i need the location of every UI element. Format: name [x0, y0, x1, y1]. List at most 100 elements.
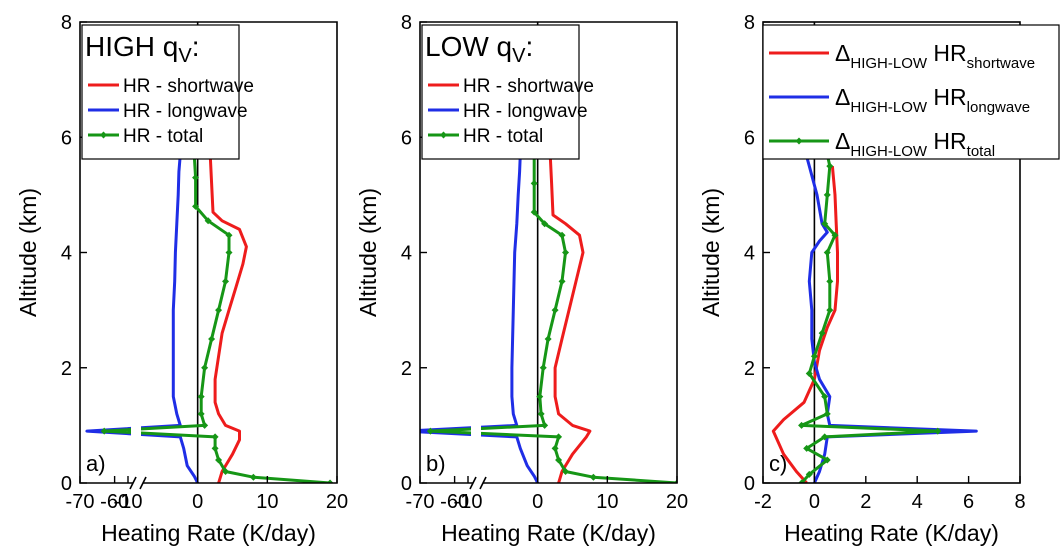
- series-group: [420, 151, 677, 483]
- data-point: [201, 364, 209, 372]
- plot-frame: [79, 21, 338, 484]
- data-point: [530, 179, 538, 187]
- x-axis-title: Heating Rate (K/day): [784, 520, 999, 546]
- series-line-total: [800, 142, 940, 483]
- x-tick-label: 2: [860, 491, 871, 513]
- data-point: [798, 479, 806, 483]
- axis-break-mark: [469, 476, 477, 490]
- panel-label: b): [426, 451, 446, 476]
- data-point: [823, 249, 831, 256]
- y-tick-label: 4: [61, 243, 72, 265]
- legend-delta: Δ: [835, 40, 850, 66]
- legend-sub-longwave: longwave: [967, 99, 1030, 116]
- legend-sub-high-low: HIGH-LOW: [850, 55, 928, 72]
- data-point: [555, 433, 563, 441]
- data-point: [589, 473, 597, 481]
- x-tick-label: -60: [100, 491, 129, 513]
- data-point: [225, 249, 233, 256]
- plot-frame: [419, 21, 678, 484]
- data-point: [201, 421, 209, 429]
- legend-sub-high-low: HIGH-LOW: [850, 143, 928, 160]
- y-tick-label: 4: [401, 243, 412, 265]
- series-line-hr-shortwave: [208, 154, 248, 483]
- legend-title-main: LOW q: [425, 31, 512, 62]
- x-tick-label: -2: [754, 491, 772, 513]
- data-point: [810, 352, 818, 360]
- x-tick-label: 4: [912, 491, 923, 513]
- panel-label: c): [769, 451, 787, 476]
- data-point: [541, 421, 549, 429]
- y-tick-label: 0: [401, 473, 412, 495]
- y-tick-label: 8: [744, 12, 755, 34]
- y-tick-label: 0: [61, 473, 72, 495]
- legend-title-sub: V: [178, 45, 192, 67]
- data-point: [805, 370, 813, 378]
- y-tick-label: 6: [401, 127, 412, 149]
- data-point: [555, 456, 563, 464]
- x-tick-label: -10: [454, 491, 483, 513]
- axis-break-mark: [479, 476, 487, 490]
- data-point: [818, 329, 826, 337]
- data-point: [225, 231, 233, 239]
- legend-entry: HR - total: [123, 126, 203, 147]
- series-group: [771, 136, 978, 483]
- data-point: [798, 421, 806, 429]
- data-point: [222, 277, 230, 285]
- data-point: [562, 467, 570, 475]
- data-point: [249, 473, 257, 481]
- panel-2: 0 2 4 6 8 -70 -60-10 0 10 20 Heating Rate (K/day) A…: [355, 12, 688, 546]
- y-tick-label: 0: [744, 473, 755, 495]
- break-gap-mask: [471, 417, 481, 437]
- y-axis-title: Altitude (km): [698, 188, 724, 317]
- data-point: [211, 444, 219, 452]
- x-tick-label: 6: [963, 491, 974, 513]
- axis-break-mark: [139, 476, 147, 490]
- legend-title-suffix: :: [192, 31, 200, 62]
- legend-marker: [440, 131, 447, 139]
- data-point: [551, 306, 559, 314]
- x-tick-label: 0: [809, 491, 820, 513]
- data-point: [805, 470, 813, 478]
- legend-sub-high-low: HIGH-LOW: [850, 99, 928, 116]
- data-point: [100, 427, 108, 435]
- data-point: [326, 479, 334, 483]
- data-point: [551, 444, 559, 452]
- x-axis-title: Heating Rate (K/day): [101, 520, 316, 546]
- data-point: [211, 433, 219, 441]
- legend-entry: HR - longwave: [463, 101, 588, 122]
- data-point: [821, 433, 829, 441]
- data-point: [215, 456, 223, 464]
- x-tick-label: -70: [406, 491, 435, 513]
- y-tick-label: 2: [401, 358, 412, 380]
- axis-break-mark: [129, 476, 137, 490]
- legend-sub-total: total: [967, 143, 995, 160]
- data-point: [192, 174, 200, 182]
- data-point: [821, 393, 829, 401]
- data-point: [544, 335, 552, 343]
- series-line-hr-longwave: [420, 154, 540, 483]
- y-tick-label: 6: [744, 127, 755, 149]
- legend-entry: ΔHIGH-LOW HRtotal: [835, 128, 995, 160]
- legend-sub-shortwave: shortwave: [967, 55, 1035, 72]
- legend-title-suffix: :: [525, 31, 533, 62]
- y-tick-label: 6: [61, 127, 72, 149]
- data-point: [831, 231, 839, 239]
- x-tick-label: 10: [596, 491, 618, 513]
- y-tick-label: 8: [61, 12, 72, 34]
- x-tick-label: -70: [66, 491, 95, 513]
- data-point: [541, 220, 549, 228]
- data-point: [204, 217, 212, 225]
- data-point: [826, 306, 834, 314]
- y-axis-title: Altitude (km): [15, 188, 41, 317]
- legend-box: [762, 24, 1060, 160]
- data-point: [426, 427, 434, 435]
- legend-entry: HR - total: [463, 126, 543, 147]
- series-line-shortwave: [771, 165, 839, 483]
- data-point: [826, 162, 834, 170]
- panel-label: a): [86, 451, 106, 476]
- data-point: [558, 231, 566, 239]
- data-point: [673, 479, 677, 483]
- y-tick-label: 2: [61, 358, 72, 380]
